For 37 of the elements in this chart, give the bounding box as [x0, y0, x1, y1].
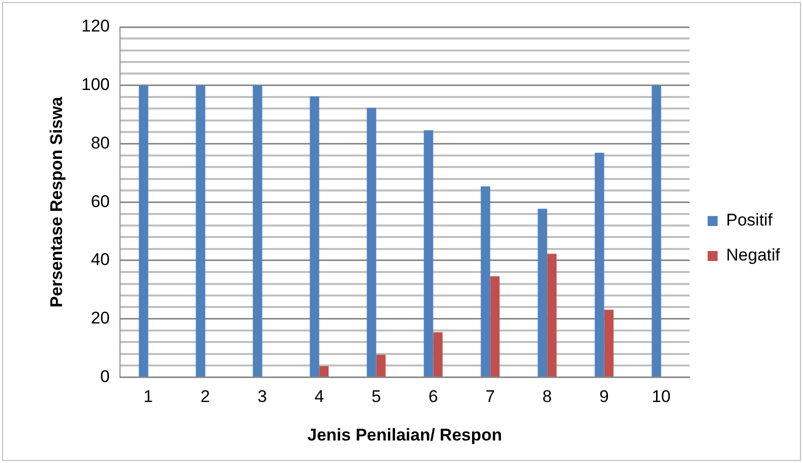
y-tick-label: 80	[90, 133, 110, 152]
bar	[433, 332, 443, 376]
x-tick-label: 10	[652, 387, 671, 406]
x-tick-label: 7	[485, 387, 495, 406]
x-tick-label: 4	[314, 387, 324, 406]
bar	[138, 85, 148, 376]
bar	[490, 276, 500, 376]
y-tick-label: 40	[90, 250, 110, 270]
bar	[366, 108, 376, 376]
y-tick-label: 20	[90, 308, 110, 328]
bar	[310, 96, 320, 376]
y-tick-label: 100	[81, 75, 110, 94]
bar	[252, 85, 262, 376]
legend-label: Positif	[726, 210, 773, 230]
x-tick-label: 3	[257, 387, 267, 406]
bar	[604, 310, 614, 376]
x-axis-title: Jenis Penilaian/ Respon	[307, 425, 502, 444]
bar	[319, 366, 329, 376]
bar	[547, 254, 557, 376]
legend-label: Negatif	[726, 246, 780, 265]
y-tick-label: 60	[90, 192, 110, 211]
bar	[376, 354, 386, 376]
x-tick-label: 6	[428, 387, 438, 406]
x-tick-label: 8	[542, 387, 552, 406]
y-axis-title: Persentase Respon Siswa	[46, 96, 66, 308]
y-tick-label: 0	[100, 366, 110, 386]
bar	[538, 208, 548, 376]
bar	[652, 85, 662, 376]
x-tick-label: 2	[200, 387, 210, 406]
y-tick-label: 120	[81, 16, 110, 36]
bar	[424, 130, 434, 376]
x-tick-label: 5	[371, 387, 381, 406]
x-tick-label: 1	[144, 387, 153, 406]
x-tick-label: 9	[599, 387, 609, 406]
bar	[480, 186, 490, 376]
bar	[196, 85, 206, 376]
bar	[594, 152, 604, 376]
